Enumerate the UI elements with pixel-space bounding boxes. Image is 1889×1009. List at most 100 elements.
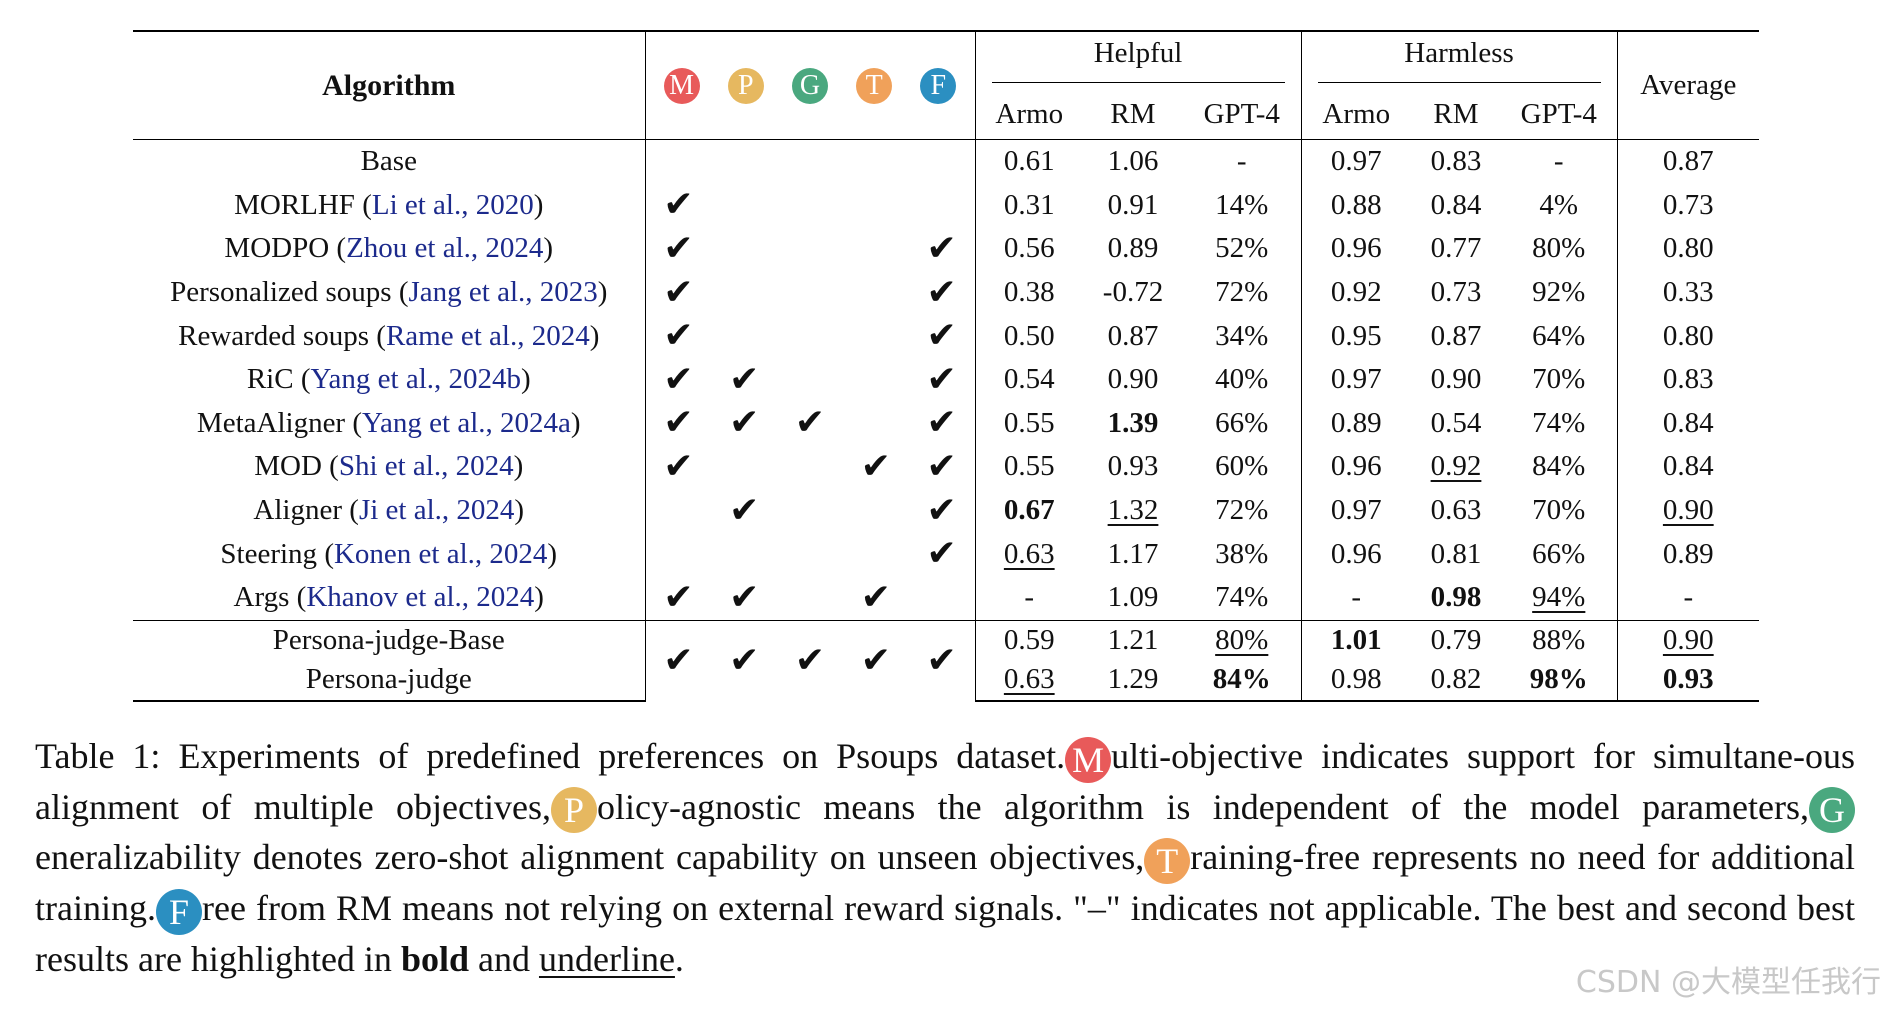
- value-cell: 0.54: [1411, 402, 1501, 446]
- value-text: 38%: [1215, 537, 1269, 570]
- value-cell: 0.87: [1617, 138, 1760, 184]
- citation-link[interactable]: Zhou et al., 2024: [346, 232, 544, 265]
- value-cell: 4%: [1501, 183, 1618, 228]
- m-badge-icon: M: [1065, 736, 1112, 783]
- value-text: 0.89: [1330, 406, 1382, 439]
- property-checks: ✔ ✔ ✔: [645, 445, 976, 489]
- algorithm-cell: MOD (Shi et al., 2024): [133, 445, 646, 489]
- value-text: 0.59: [1003, 623, 1055, 656]
- p-legend-badge-icon: P: [727, 67, 764, 104]
- citation-link[interactable]: Khanov et al., 2024: [306, 581, 535, 614]
- property-checks: [645, 138, 976, 184]
- value-text: 70%: [1532, 494, 1586, 527]
- table-row: MODPO (Zhou et al., 2024) ✔ ✔ 0.56 0.89 52% 0.…: [133, 227, 1759, 271]
- value-text: 0.87: [1430, 319, 1482, 352]
- algorithm-cell: RiC (Yang et al., 2024b): [133, 357, 646, 402]
- check-row: ✔ ✔ ✔ ✔: [646, 402, 975, 446]
- value-text: 0.80: [1662, 319, 1714, 352]
- value-text: 0.83: [1430, 145, 1482, 178]
- value-text: 0.92: [1430, 450, 1482, 483]
- value-cell: 0.96: [1301, 445, 1411, 489]
- value-text: 0.84: [1662, 450, 1714, 483]
- citation-link[interactable]: Jang et al., 2023: [408, 276, 598, 309]
- citation-link[interactable]: Shi et al., 2024: [338, 450, 514, 483]
- value-cell: 92%: [1501, 270, 1618, 315]
- table-row: Aligner (Ji et al., 2024) ✔ ✔ 0.67 1.32 72% 0.…: [133, 488, 1759, 533]
- value-cell: 66%: [1501, 532, 1618, 576]
- value-text: 1.32: [1107, 494, 1159, 527]
- value-text: 34%: [1215, 319, 1269, 352]
- algorithm-cell: Persona-judge: [133, 660, 646, 702]
- value-text: 0.83: [1662, 363, 1714, 396]
- citation-link[interactable]: Rame et al., 2024: [385, 319, 590, 352]
- algorithm-name: Persona-judge: [305, 663, 472, 696]
- m-legend-badge-icon: M: [663, 67, 700, 104]
- value-text: 0.63: [1430, 494, 1482, 527]
- algorithm-cell: Args (Khanov et al., 2024): [133, 575, 646, 621]
- value-text: 66%: [1532, 537, 1586, 570]
- harmless-armo-header: Armo: [1322, 98, 1391, 130]
- algorithm-cell: MetaAligner (Yang et al., 2024a): [133, 401, 646, 446]
- algorithm-cell: Base: [133, 138, 646, 184]
- helpful-armo-header: Armo: [995, 98, 1064, 130]
- property-checks: ✔ ✔ ✔ ✔ ✔: [645, 619, 976, 701]
- citation-link[interactable]: Konen et al., 2024: [333, 537, 548, 570]
- citation-link[interactable]: Yang et al., 2024b: [310, 363, 522, 396]
- value-text: 0.90: [1662, 623, 1714, 656]
- value-text: 0.80: [1662, 232, 1714, 265]
- value-cell: 1.01: [1301, 619, 1411, 661]
- value-text: 0.97: [1330, 494, 1382, 527]
- citation-link[interactable]: Yang et al., 2024a: [362, 406, 571, 439]
- table-row: Personalized soups (Jang et al., 2023) ✔ ✔…: [133, 270, 1759, 315]
- helpful-header: Helpful: [975, 31, 1302, 90]
- checkmark-icon: ✔: [663, 402, 694, 444]
- f-badge-icon: F: [155, 888, 202, 935]
- caption-p-text: olicy-agnostic means the algorithm is in…: [597, 786, 1809, 827]
- checkmark-icon: ✔: [926, 358, 957, 400]
- table-row: MOD (Shi et al., 2024) ✔ ✔ ✔ 0.55 0.93 60% 0.96…: [133, 445, 1759, 489]
- value-cell: 70%: [1501, 488, 1618, 533]
- caption-bold-word: bold: [400, 938, 469, 979]
- value-cell: 0.79: [1411, 619, 1501, 661]
- value-text: 0.84: [1662, 406, 1714, 439]
- checkmark-icon: ✔: [729, 576, 760, 618]
- helpful-label: Helpful: [991, 39, 1285, 83]
- caption-g-text: eneralizability denotes zero-shot alignm…: [35, 837, 1145, 878]
- table-row: MetaAligner (Yang et al., 2024a) ✔ ✔ ✔ ✔ 0.55…: [133, 401, 1759, 446]
- value-cell: 94%: [1501, 575, 1618, 621]
- value-text: 0.87: [1107, 319, 1159, 352]
- algorithm-name: Personalized soups: [170, 276, 392, 309]
- value-text: 0.92: [1330, 276, 1382, 309]
- value-text: 0.38: [1003, 276, 1055, 309]
- checkmark-icon: ✔: [729, 358, 760, 400]
- value-text: 70%: [1532, 363, 1586, 396]
- value-text: 52%: [1215, 232, 1269, 265]
- value-cell: 1.17: [1083, 532, 1183, 576]
- value-text: 0.90: [1107, 363, 1159, 396]
- checkmark-icon: ✔: [926, 227, 957, 269]
- helpful-gpt4-header: GPT-4: [1183, 90, 1302, 140]
- value-cell: 0.84: [1617, 445, 1759, 489]
- value-cell: 80%: [1183, 619, 1302, 661]
- harmless-label: Harmless: [1317, 39, 1601, 83]
- check-row: ✔ ✔: [646, 227, 975, 271]
- citation-link[interactable]: Li et al., 2020: [371, 188, 534, 221]
- value-cell: 0.63: [975, 532, 1083, 576]
- value-text: 0.63: [1003, 663, 1055, 696]
- table-row: Steering (Konen et al., 2024) ✔ 0.63 1.17 38…: [133, 532, 1759, 576]
- value-text: 72%: [1215, 494, 1269, 527]
- value-cell: 0.50: [975, 314, 1083, 358]
- algorithm-name: Args: [233, 581, 290, 614]
- value-cell: 72%: [1183, 270, 1302, 315]
- value-cell: 1.29: [1083, 660, 1183, 702]
- citation-link[interactable]: Ji et al., 2024: [358, 494, 515, 527]
- value-text: -: [1024, 581, 1035, 614]
- t-legend-badge-icon: T: [856, 67, 893, 104]
- value-text: 1.01: [1330, 623, 1382, 656]
- check-row: ✔ ✔ ✔ ✔ ✔: [646, 621, 975, 701]
- value-cell: 1.09: [1083, 576, 1183, 620]
- value-text: 74%: [1532, 406, 1586, 439]
- value-cell: 0.90: [1411, 358, 1501, 402]
- value-text: 0.97: [1330, 363, 1382, 396]
